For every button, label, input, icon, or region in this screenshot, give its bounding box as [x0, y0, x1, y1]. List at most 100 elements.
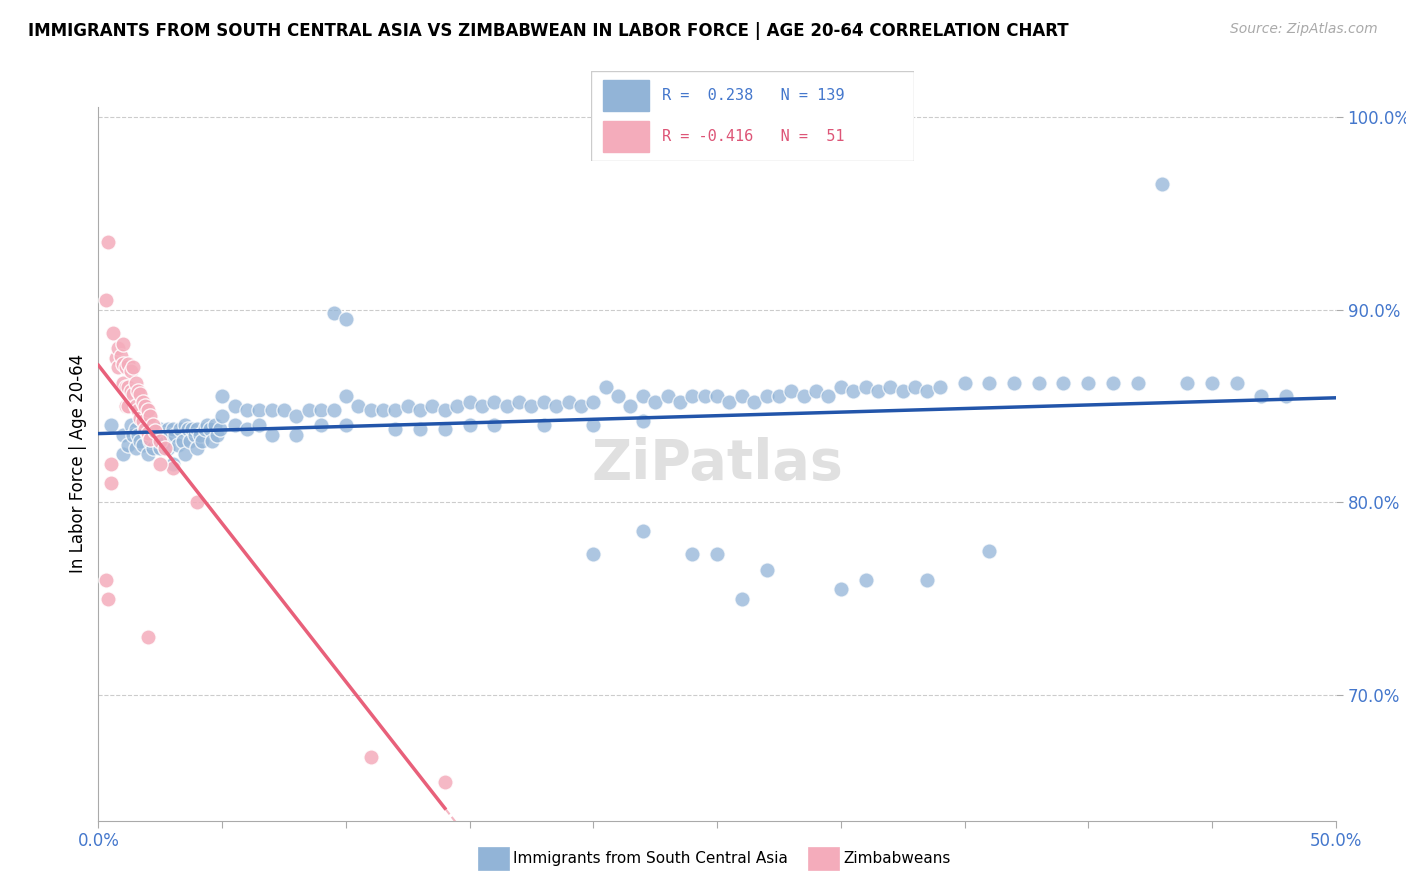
Point	[146, 434, 169, 448]
Point	[176, 422, 198, 436]
Point	[1201, 376, 1223, 390]
Point	[546, 399, 568, 413]
Point	[347, 399, 370, 413]
Point	[132, 437, 155, 451]
Point	[1028, 376, 1050, 390]
Point	[152, 428, 174, 442]
Point	[607, 389, 630, 403]
Point	[830, 380, 852, 394]
Point	[204, 418, 226, 433]
Text: ZiPatlas: ZiPatlas	[591, 437, 844, 491]
Point	[136, 425, 159, 440]
Point	[112, 447, 135, 461]
Point	[134, 422, 156, 436]
Point	[107, 341, 129, 355]
Point	[136, 447, 159, 461]
Point	[122, 428, 145, 442]
Point	[110, 349, 132, 363]
Point	[134, 399, 156, 413]
Point	[706, 389, 728, 403]
Point	[122, 360, 145, 375]
Point	[595, 380, 617, 394]
Point	[172, 434, 194, 448]
Point	[100, 418, 122, 433]
Point	[122, 387, 145, 401]
Point	[396, 399, 419, 413]
Point	[236, 402, 259, 417]
Point	[706, 548, 728, 562]
Point	[855, 573, 877, 587]
Point	[103, 326, 125, 340]
Point	[100, 457, 122, 471]
Point	[155, 442, 177, 456]
Point	[285, 409, 308, 423]
Point	[195, 418, 218, 433]
Bar	[603, 80, 648, 111]
Point	[768, 389, 790, 403]
Point	[780, 384, 803, 398]
Point	[117, 399, 139, 413]
Point	[409, 422, 432, 436]
Point	[1152, 177, 1174, 191]
Point	[184, 428, 207, 442]
Point	[917, 384, 939, 398]
Point	[247, 402, 270, 417]
Point	[143, 424, 166, 438]
Point	[681, 389, 703, 403]
Point	[179, 434, 201, 448]
Point	[917, 573, 939, 587]
Point	[1275, 389, 1298, 403]
Point	[879, 380, 901, 394]
Point	[817, 389, 839, 403]
Point	[136, 428, 159, 442]
Point	[149, 434, 172, 448]
Point	[298, 402, 321, 417]
Point	[112, 376, 135, 390]
Point	[205, 428, 228, 442]
Point	[731, 389, 754, 403]
Point	[335, 418, 357, 433]
Point	[904, 380, 927, 394]
Point	[953, 376, 976, 390]
Point	[97, 591, 120, 606]
Point	[508, 395, 530, 409]
Point	[224, 399, 246, 413]
Point	[582, 418, 605, 433]
Point	[731, 591, 754, 606]
Point	[260, 428, 283, 442]
Point	[117, 357, 139, 371]
Point	[129, 434, 152, 448]
Bar	[603, 121, 648, 152]
Point	[174, 447, 197, 461]
Point	[224, 418, 246, 433]
Point	[181, 422, 204, 436]
Point	[260, 402, 283, 417]
Point	[631, 414, 654, 428]
Text: Immigrants from South Central Asia: Immigrants from South Central Asia	[513, 852, 789, 866]
Point	[114, 399, 136, 413]
Point	[107, 360, 129, 375]
Point	[842, 384, 865, 398]
Point	[830, 582, 852, 597]
Point	[793, 389, 815, 403]
Point	[335, 312, 357, 326]
Point	[582, 395, 605, 409]
Point	[156, 422, 179, 436]
Point	[124, 422, 146, 436]
Point	[1102, 376, 1125, 390]
Point	[644, 395, 666, 409]
Point	[693, 389, 716, 403]
Point	[446, 399, 468, 413]
Point	[169, 422, 191, 436]
Point	[117, 380, 139, 394]
Point	[129, 410, 152, 425]
Point	[97, 235, 120, 249]
Point	[120, 418, 142, 433]
Point	[322, 402, 344, 417]
Y-axis label: In Labor Force | Age 20-64: In Labor Force | Age 20-64	[69, 354, 87, 574]
Point	[458, 418, 481, 433]
Point	[139, 409, 162, 423]
Point	[100, 476, 122, 491]
Point	[484, 395, 506, 409]
Point	[891, 384, 914, 398]
